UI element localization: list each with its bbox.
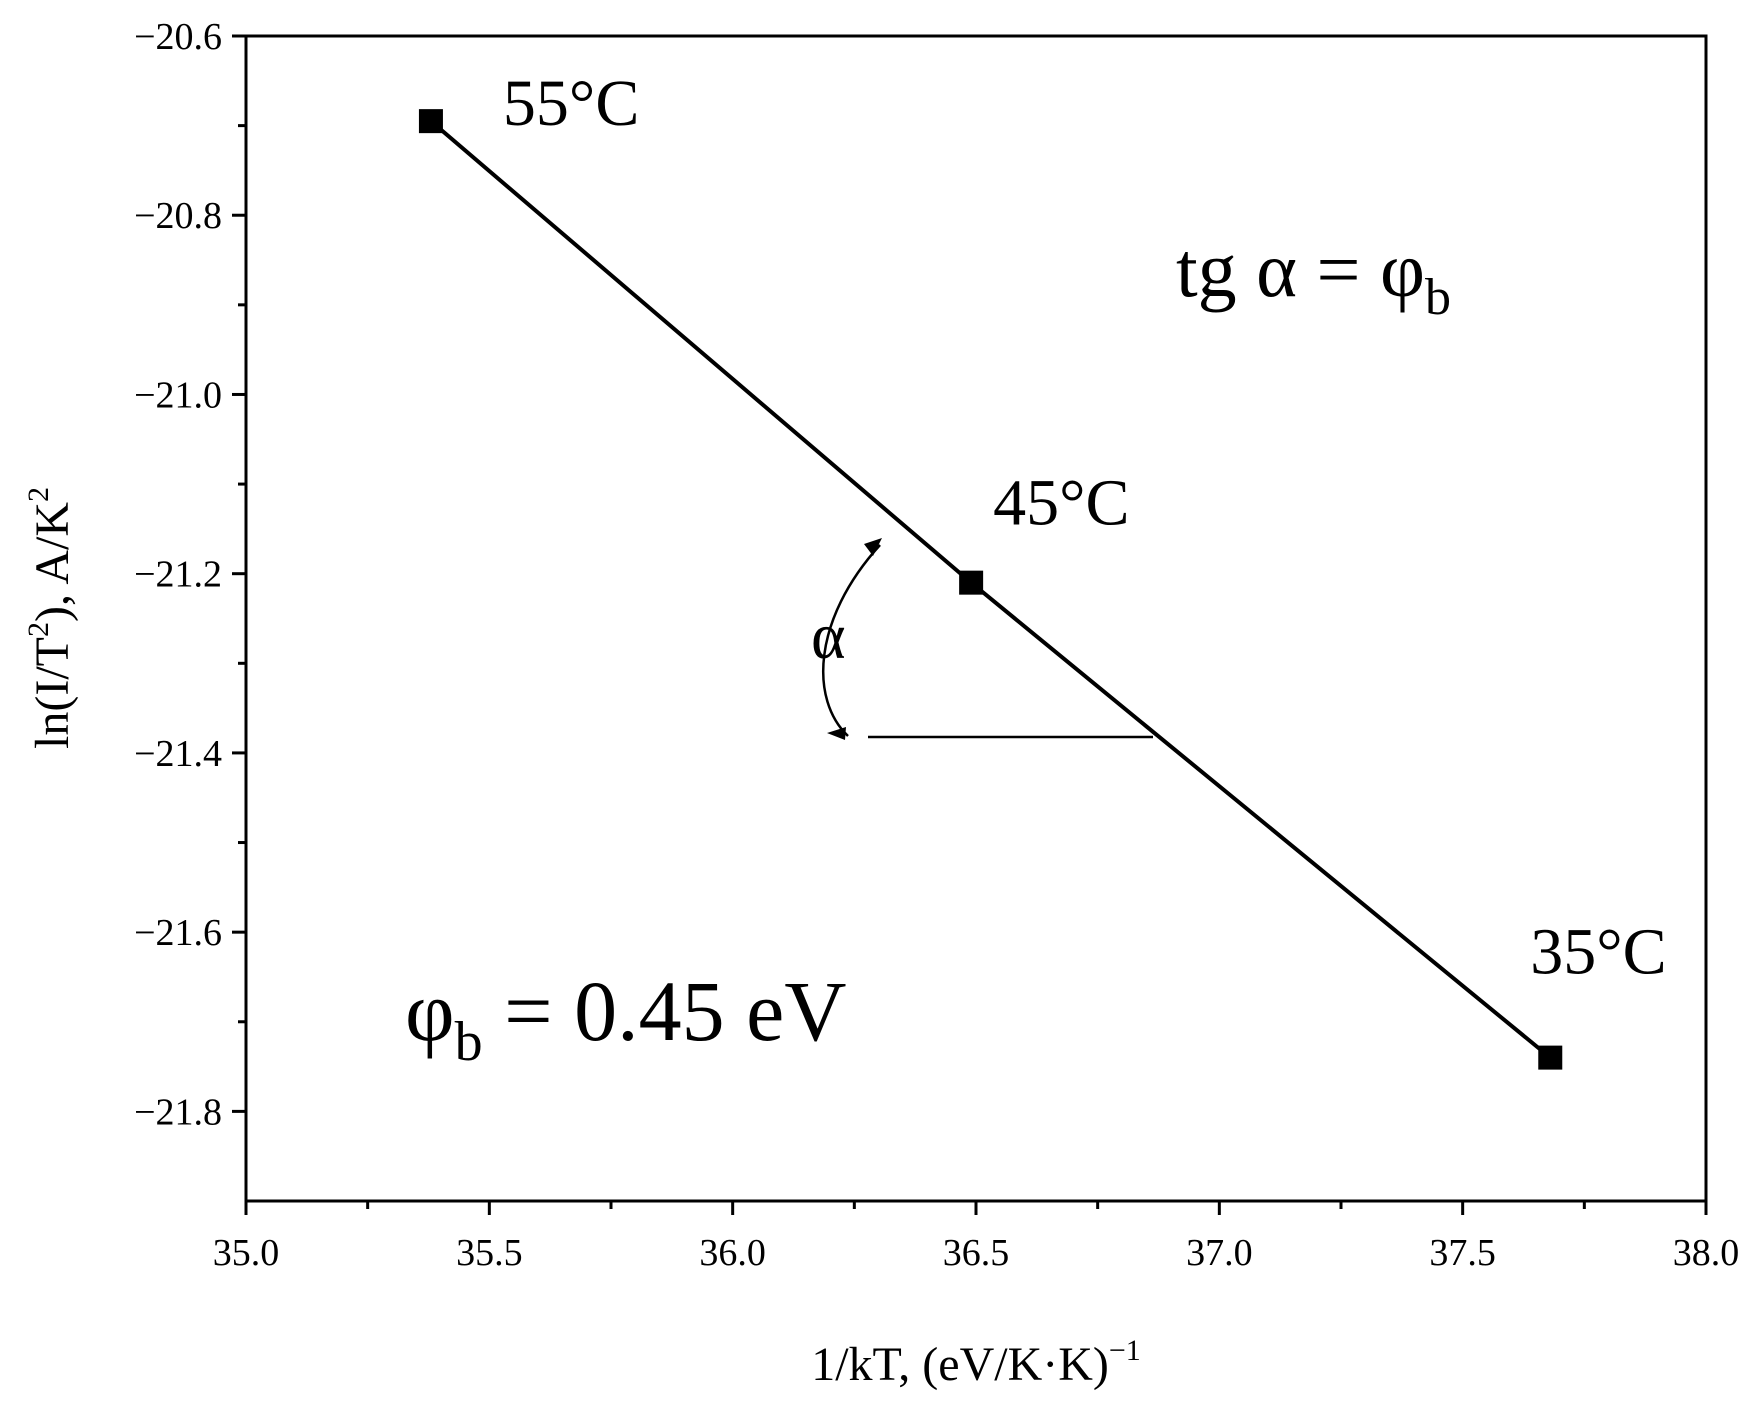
x-tick-label: 35.5 (456, 1232, 523, 1274)
barrier-value: = 0.45 eV (483, 963, 847, 1059)
y-tick-label: −20.6 (134, 16, 222, 58)
data-point-label: 55°C (503, 67, 639, 140)
y-tick-label: −21.0 (134, 374, 222, 416)
x-tick-label: 37.0 (1186, 1232, 1253, 1274)
angle-arc (822, 544, 881, 737)
data-point-marker (418, 109, 443, 134)
x-tick-label: 38.0 (1673, 1232, 1740, 1274)
x-tick-label: 37.5 (1429, 1232, 1496, 1274)
data-point-marker (959, 570, 984, 595)
y-axis-title-part1: ln(I/T (26, 637, 79, 749)
x-tick-label: 35.0 (213, 1232, 280, 1274)
x-axis-title-text: 1/kT, (eV/K·K) (811, 1338, 1109, 1391)
x-tick-label: 36.5 (943, 1232, 1010, 1274)
barrier-phi: φ (405, 963, 455, 1059)
y-tick-label: −21.6 (134, 912, 222, 954)
angle-arrowhead-top (864, 538, 882, 556)
y-tick-label: −20.8 (134, 195, 222, 237)
point-labels: 55°C 45°C 35°C (503, 67, 1667, 988)
x-axis-ticks: 35.0 35.5 36.0 36.5 37.0 37.5 38.0 (213, 1201, 1740, 1274)
barrier-phi-subscript: b (455, 1011, 483, 1073)
data-point-marker (1538, 1045, 1563, 1070)
barrier-height-annotation: φb = 0.45 eV (405, 963, 846, 1073)
y-axis-title-superscript-2: 2 (22, 487, 55, 502)
data-point-label: 45°C (993, 467, 1129, 540)
y-tick-label: −21.2 (134, 554, 222, 596)
slope-formula: tg α = φb (1176, 226, 1451, 326)
data-point-label: 35°C (1530, 916, 1666, 989)
angle-alpha-label: α (811, 600, 846, 673)
y-axis-ticks: −20.6 −20.8 −21.0 −21.2 −21.4 −21.6 −21.8 (134, 16, 246, 1133)
x-axis-title: 1/kT, (eV/K·K)−1 (811, 1334, 1141, 1391)
y-axis-title-part2: ), A/K (26, 502, 79, 622)
slope-formula-subscript: b (1425, 269, 1451, 326)
x-axis-title-superscript: −1 (1109, 1334, 1141, 1367)
y-tick-label: −21.8 (134, 1091, 222, 1133)
slope-formula-text: tg α = φ (1176, 226, 1425, 313)
angle-arrowhead-bottom (827, 727, 846, 740)
x-tick-label: 36.0 (699, 1232, 766, 1274)
y-axis-title-superscript-1: 2 (22, 622, 55, 637)
y-tick-label: −21.4 (134, 733, 222, 775)
y-axis-title: ln(I/T2), A/K2 (22, 487, 79, 749)
series-markers (418, 109, 1563, 1070)
